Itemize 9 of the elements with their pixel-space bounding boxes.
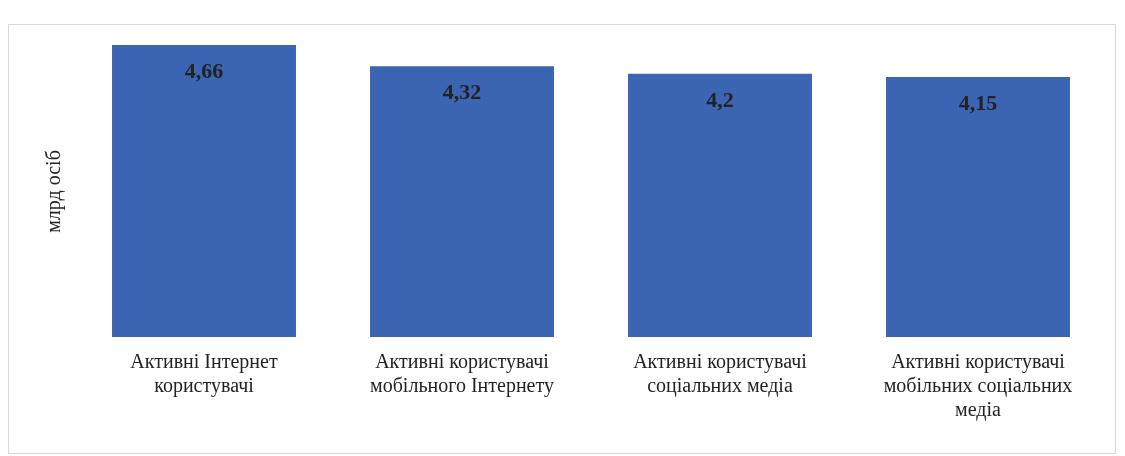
data-label: 4,2: [706, 86, 734, 112]
x-tick-label: Активні користувачі мобільного Інтернету: [370, 349, 554, 397]
data-label: 4,15: [958, 89, 998, 115]
x-tick-label: Активні Інтернет користувачі: [130, 349, 278, 397]
x-tick-label: Активні користувачі мобільних соціальних медіа: [883, 349, 1073, 421]
data-label: 4,66: [184, 58, 224, 83]
y-axis-title: млрд осіб: [41, 150, 65, 233]
data-label: 4,32: [442, 79, 482, 105]
x-tick-label: Активні користувачі соціальних медіа: [633, 349, 808, 397]
